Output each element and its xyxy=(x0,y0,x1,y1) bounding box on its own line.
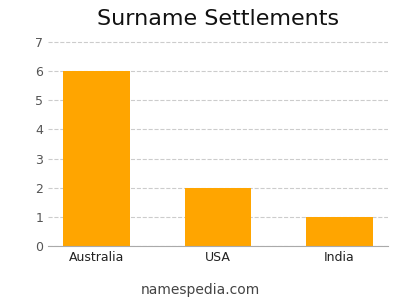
Bar xyxy=(306,217,372,246)
Bar xyxy=(64,71,130,246)
Text: namespedia.com: namespedia.com xyxy=(140,283,260,297)
Bar xyxy=(185,188,251,246)
Title: Surname Settlements: Surname Settlements xyxy=(97,9,339,29)
